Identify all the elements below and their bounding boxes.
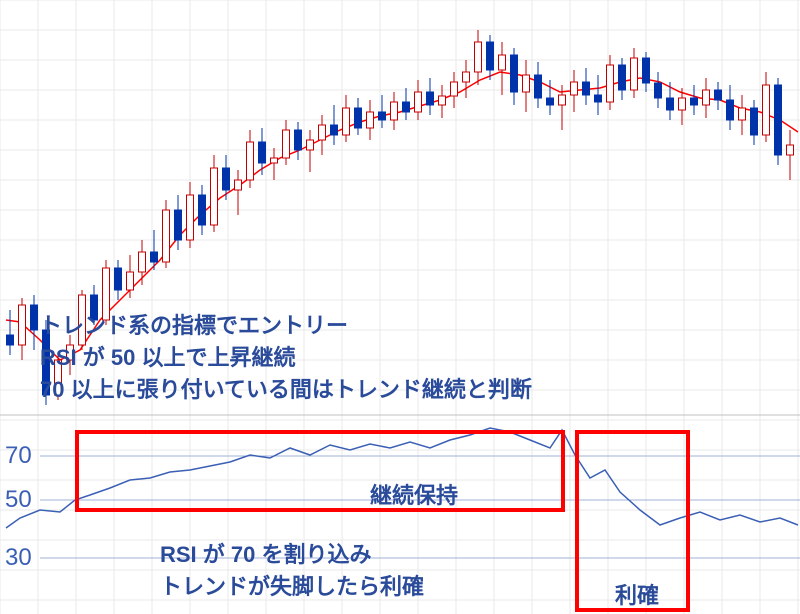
- rsi-level-50: 50: [5, 486, 32, 514]
- profit-box-label: 利確: [615, 578, 659, 610]
- rsi-level-30: 30: [5, 544, 32, 572]
- annotation-rsi70: 70 以上に張り付いている間はトレンド継続と判断: [40, 375, 532, 406]
- annotation-rsi50: RSI が 50 以上で上昇継続: [40, 343, 295, 374]
- annotation-exit: トレンドが失脚したら利確: [160, 572, 424, 603]
- hold-box: [75, 430, 565, 512]
- rsi-level-70: 70: [5, 442, 32, 470]
- annotation-entry: トレンド系の指標でエントリー: [40, 311, 348, 342]
- hold-box-label: 継続保持: [370, 478, 458, 510]
- annotation-break70: RSI が 70 を割り込み: [160, 540, 371, 571]
